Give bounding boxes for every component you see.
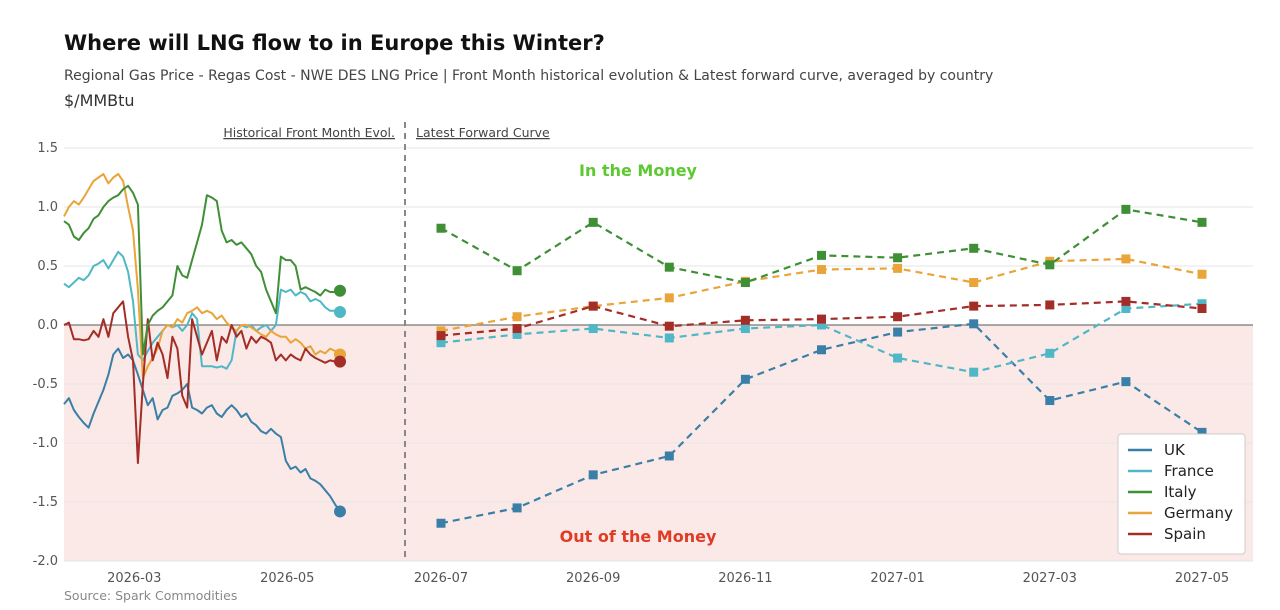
- y-axis-unit: $/MMBtu: [64, 91, 135, 110]
- x-tick-labels: 2026-03 2026-05 2026-07 2026-09 2026-11 2027-…: [107, 571, 1229, 586]
- forward-point-uk: [1121, 377, 1131, 387]
- forward-point-uk: [740, 374, 750, 384]
- gridlines: [64, 147, 1253, 562]
- forward-point-italy: [817, 250, 826, 260]
- historical-line-france: [63, 250, 341, 370]
- forward-point-france: [893, 353, 903, 363]
- forward-point-uk: [969, 319, 979, 329]
- forward-line-uk: [440, 322, 1203, 525]
- forward-point-france: [588, 324, 598, 334]
- forward-point-france: [512, 329, 522, 339]
- forward-point-spain: [588, 301, 598, 311]
- forward-line-france: [440, 302, 1203, 374]
- y-tick-labels: 1.5 1.0 0.5 0.0 -0.5 -1.0 -1.5 -2.0: [33, 141, 58, 569]
- forward-point-spain: [436, 331, 446, 341]
- forward-point-spain: [512, 324, 522, 334]
- legend-label-france: France: [1164, 462, 1214, 480]
- forward-point-italy: [893, 253, 903, 263]
- forward-point-france: [436, 338, 446, 348]
- x-tick-label: 2027-03: [1023, 571, 1077, 586]
- y-tick-label: 0.5: [37, 259, 58, 274]
- legend-label-spain: Spain: [1164, 525, 1206, 543]
- forward-point-france: [1045, 348, 1055, 358]
- forward-point-spain: [740, 315, 750, 325]
- forward-point-uk: [893, 327, 903, 337]
- out-of-the-money-label: Out of the Money: [560, 527, 717, 546]
- y-tick-label: -1.5: [33, 495, 58, 510]
- latest-point-uk: [334, 505, 346, 518]
- x-tick-label: 2027-05: [1175, 571, 1229, 586]
- forward-point-spain: [817, 314, 826, 324]
- forward-point-france: [1121, 303, 1131, 313]
- forward-point-italy: [436, 223, 446, 233]
- forward-point-spain: [1197, 303, 1207, 313]
- series-layer: [63, 173, 1207, 528]
- forward-point-italy: [740, 278, 750, 288]
- forward-point-spain: [664, 321, 674, 331]
- historical-line-germany: [63, 173, 341, 380]
- forward-point-spain: [1121, 296, 1131, 306]
- forward-point-france: [664, 333, 674, 343]
- legend-label-italy: Italy: [1164, 483, 1197, 501]
- forward-point-germany: [1121, 254, 1131, 264]
- y-tick-label: 0.0: [37, 318, 58, 333]
- forward-point-france: [1197, 299, 1207, 309]
- forward-point-germany: [512, 312, 522, 322]
- y-tick-label: 1.5: [37, 141, 58, 156]
- forward-point-italy: [1197, 217, 1207, 227]
- x-tick-label: 2026-11: [718, 571, 772, 586]
- forward-point-spain: [893, 312, 903, 322]
- historical-section-label: Historical Front Month Evol.: [223, 125, 395, 140]
- x-tick-label: 2026-07: [414, 571, 468, 586]
- forward-point-spain: [1045, 300, 1055, 310]
- forward-point-germany: [893, 263, 903, 273]
- historical-line-spain: [63, 300, 340, 465]
- forward-point-uk: [512, 503, 522, 513]
- legend-label-germany: Germany: [1164, 504, 1233, 522]
- forward-point-italy: [588, 217, 598, 227]
- forward-point-france: [740, 324, 750, 334]
- forward-point-italy: [512, 266, 522, 276]
- forward-point-germany: [664, 293, 674, 303]
- forward-section-label: Latest Forward Curve: [416, 125, 550, 140]
- y-tick-label: -2.0: [33, 554, 58, 569]
- forward-point-uk: [1197, 427, 1207, 437]
- forward-point-italy: [1121, 204, 1131, 214]
- historical-line-italy: [63, 184, 341, 356]
- forward-point-uk: [436, 518, 446, 528]
- historical-line-uk: [63, 347, 341, 512]
- chart-subtitle: Regional Gas Price - Regas Cost - NWE DE…: [64, 68, 993, 84]
- latest-point-france: [334, 306, 346, 319]
- forward-point-italy: [1045, 260, 1055, 270]
- forward-point-france: [969, 367, 979, 377]
- x-tick-label: 2026-09: [566, 571, 620, 586]
- y-tick-label: -0.5: [33, 377, 58, 392]
- latest-point-spain: [334, 355, 346, 368]
- forward-point-uk: [664, 451, 674, 461]
- source-note: Source: Spark Commodities: [64, 588, 237, 603]
- in-the-money-label: In the Money: [579, 161, 698, 180]
- forward-point-italy: [664, 262, 674, 272]
- legend: UK France Italy Germany Spain: [1117, 433, 1246, 555]
- legend-label-uk: UK: [1164, 441, 1186, 459]
- forward-point-germany: [969, 278, 979, 288]
- y-tick-label: 1.0: [37, 200, 58, 215]
- latest-point-italy: [334, 284, 346, 297]
- x-tick-label: 2026-05: [260, 571, 314, 586]
- forward-point-germany: [1197, 269, 1207, 279]
- chart-title: Where will LNG flow to in Europe this Wi…: [64, 31, 605, 55]
- x-tick-label: 2026-03: [107, 571, 161, 586]
- forward-point-uk: [817, 345, 826, 355]
- forward-point-italy: [969, 243, 979, 253]
- forward-point-germany: [436, 326, 446, 336]
- forward-point-spain: [969, 301, 979, 311]
- forward-point-uk: [588, 470, 598, 480]
- legend-box: [1117, 433, 1246, 555]
- x-tick-label: 2027-01: [870, 571, 924, 586]
- forward-point-germany: [817, 265, 826, 275]
- forward-point-uk: [1045, 396, 1055, 406]
- forward-point-france: [817, 320, 826, 330]
- y-tick-label: -1.0: [33, 436, 58, 451]
